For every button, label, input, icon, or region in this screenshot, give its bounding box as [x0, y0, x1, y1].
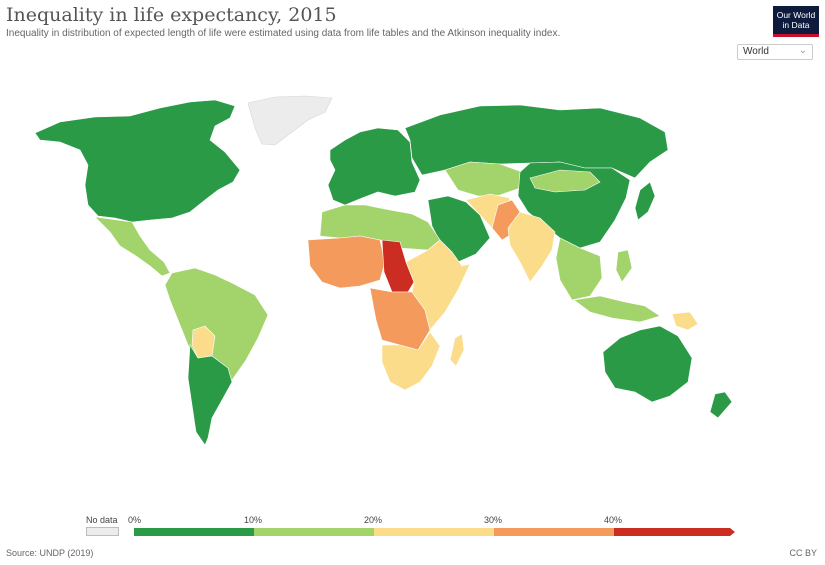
- logo-line-2: in Data: [782, 20, 810, 30]
- legend-tick-label: 40%: [604, 515, 623, 525]
- legend-tick-label: 30%: [484, 515, 503, 525]
- region-europe[interactable]: [327, 127, 421, 206]
- region-australia[interactable]: [602, 325, 693, 403]
- license-link[interactable]: CC BY: [789, 548, 817, 558]
- region-east-africa[interactable]: [405, 239, 471, 331]
- region-new-zealand[interactable]: [709, 391, 733, 419]
- region-select[interactable]: World ⌄: [737, 44, 813, 60]
- region-papua-new-guinea[interactable]: [671, 311, 699, 331]
- legend-arrow: [730, 528, 735, 536]
- legend-bin-1[interactable]: [254, 528, 374, 536]
- region-central-africa[interactable]: [369, 287, 431, 351]
- legend-bin-0[interactable]: [134, 528, 254, 536]
- region-south-america[interactable]: [164, 267, 269, 393]
- owid-logo[interactable]: Our World in Data: [773, 6, 819, 37]
- chart-subtitle: Inequality in distribution of expected l…: [6, 28, 561, 39]
- legend-no-data-label: No data: [86, 515, 118, 525]
- region-select-value: World: [743, 46, 769, 57]
- region-philippines[interactable]: [615, 249, 633, 283]
- region-japan[interactable]: [634, 181, 656, 221]
- legend-bin-4[interactable]: [614, 528, 730, 536]
- legend-bin-3[interactable]: [494, 528, 614, 536]
- legend-tick-label: 0%: [128, 515, 142, 525]
- chevron-down-icon: ⌄: [798, 45, 807, 56]
- region-west-africa[interactable]: [307, 235, 386, 289]
- chart-title: Inequality in life expectancy, 2015: [6, 4, 337, 26]
- legend-color-bar: [134, 528, 735, 536]
- region-russia[interactable]: [404, 104, 669, 179]
- region-indonesia[interactable]: [573, 295, 661, 323]
- logo-line-1: Our World: [776, 10, 816, 20]
- region-north-america[interactable]: [34, 99, 241, 223]
- region-madagascar[interactable]: [449, 333, 465, 367]
- legend-tick-label: 20%: [364, 515, 383, 525]
- legend-tick-label: 10%: [244, 515, 263, 525]
- region-southern-africa[interactable]: [381, 331, 441, 391]
- legend-no-data-swatch: [86, 527, 119, 536]
- region-argentina-chile[interactable]: [187, 344, 233, 446]
- region-mongolia[interactable]: [529, 169, 601, 193]
- region-southeast-asia[interactable]: [555, 237, 603, 301]
- world-map: [34, 95, 733, 446]
- source-note: Source: UNDP (2019): [6, 548, 94, 558]
- legend-bin-2[interactable]: [374, 528, 494, 536]
- region-mexico-central-america[interactable]: [94, 216, 171, 277]
- region-chad[interactable]: [381, 239, 415, 293]
- region-india[interactable]: [507, 211, 556, 283]
- region-greenland[interactable]: [247, 95, 333, 146]
- region-central-asia[interactable]: [444, 161, 523, 197]
